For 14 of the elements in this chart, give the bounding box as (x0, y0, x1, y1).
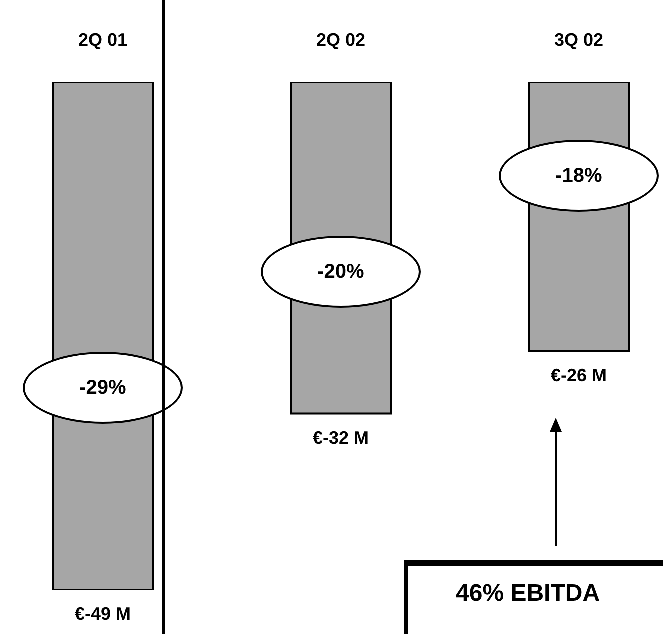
x-tick-label: 2Q 02 (316, 30, 366, 50)
ellipse-callout: -20% (261, 236, 421, 308)
annotation: -18% (556, 164, 602, 188)
data-label: €-32 M (312, 428, 370, 448)
x-tick-label: 3Q 02 (554, 30, 604, 50)
ellipse-callout: -29% (23, 352, 183, 424)
data-label: €-49 M (74, 604, 132, 624)
data-label: €-26 M (550, 366, 608, 386)
note-box: 46% EBITDA (404, 560, 663, 634)
ellipse-callout: -18% (499, 140, 659, 212)
annotation: 46% EBITDA (456, 580, 602, 608)
x-tick-label: 2Q 01 (78, 30, 128, 50)
annotation: -29% (80, 376, 126, 400)
annotation: -20% (318, 260, 364, 284)
